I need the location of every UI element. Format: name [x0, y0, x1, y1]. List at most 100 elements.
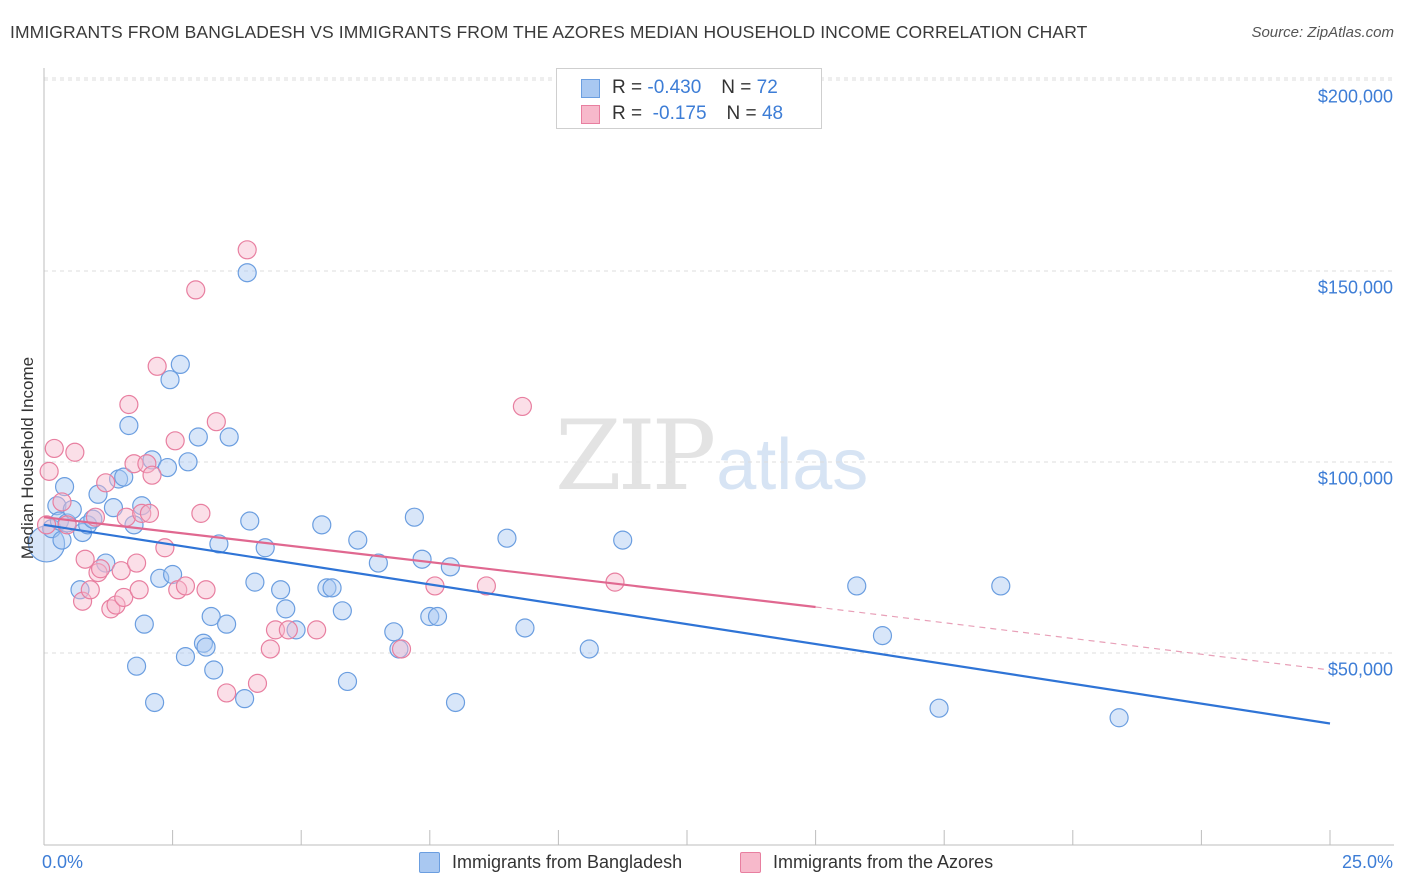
axes: [43, 68, 1394, 846]
point-0-19: [126, 656, 147, 676]
point-0-59: [427, 606, 448, 627]
legend-swatch-bangladesh: [581, 78, 600, 98]
point-1-3: [52, 492, 72, 512]
point-1-5: [65, 442, 85, 462]
point-0-30: [178, 452, 198, 472]
point-1-44: [476, 576, 496, 596]
point-1-18: [119, 394, 139, 415]
point-1-6: [72, 591, 93, 611]
point-0-57: [412, 549, 432, 569]
point-1-26: [147, 356, 167, 376]
point-1-36: [237, 240, 257, 260]
point-0-8: [70, 580, 90, 600]
point-0-53: [368, 553, 388, 573]
series-azores: [36, 240, 625, 703]
point-0-21: [134, 614, 154, 634]
x-tick-label-min: 0.0%: [42, 852, 84, 872]
point-1-38: [260, 639, 280, 659]
r-label: R =: [612, 77, 643, 98]
trend-lines: [43, 516, 1331, 725]
point-1-7: [75, 549, 95, 569]
legend-swatch-bangladesh: [419, 852, 440, 873]
point-1-25: [142, 465, 162, 485]
n-value: 72: [756, 77, 778, 98]
legend-label-azores: Immigrants from the Azores: [773, 852, 994, 872]
watermark-zip: ZIP: [555, 400, 716, 512]
n-label: N =: [726, 103, 757, 124]
point-1-30: [175, 576, 196, 596]
point-0-14: [103, 498, 124, 518]
point-1-23: [137, 454, 157, 474]
point-0-48: [317, 578, 337, 598]
point-0-12: [88, 484, 108, 504]
point-1-8: [80, 580, 100, 600]
point-0-17: [119, 415, 139, 436]
point-0-37: [217, 614, 237, 634]
point-0-68: [929, 698, 949, 718]
point-0-65: [613, 530, 633, 550]
n-value: 48: [761, 103, 784, 124]
point-0-2: [47, 496, 67, 516]
point-1-45: [512, 396, 532, 417]
point-0-47: [312, 515, 332, 535]
point-0-18: [124, 515, 144, 535]
point-0-66: [847, 576, 867, 596]
x-tick-label-max: 25.0%: [1341, 852, 1393, 872]
point-0-50: [332, 601, 352, 621]
point-1-13: [101, 599, 121, 619]
chart-source: Source: ZipAtlas.com: [1251, 24, 1394, 41]
point-1-33: [196, 580, 216, 600]
y-tick-label-1: $150,000: [1317, 277, 1393, 298]
trend-azores-solid: [43, 516, 816, 609]
point-0-40: [237, 263, 257, 283]
point-1-21: [129, 580, 149, 600]
n-label: N =: [721, 77, 752, 98]
point-0-62: [497, 528, 517, 548]
point-0-33: [196, 637, 216, 657]
point-0-54: [384, 622, 404, 642]
point-0-70: [1109, 708, 1129, 728]
watermark: ZIPatlas: [555, 400, 868, 512]
legend-item-azores[interactable]: Immigrants from the Azores: [740, 852, 993, 873]
watermark-atlas: atlas: [716, 425, 869, 505]
point-1-24: [139, 503, 160, 523]
point-0-60: [440, 557, 460, 577]
point-0-49: [322, 578, 342, 598]
point-0-61: [445, 692, 466, 713]
point-1-37: [247, 673, 268, 693]
point-0-23: [144, 692, 165, 713]
point-1-16: [114, 587, 134, 608]
point-1-11: [90, 559, 111, 579]
point-0-64: [579, 639, 599, 659]
gridlines: [44, 77, 1394, 654]
point-0-38: [219, 427, 239, 447]
point-0-5: [54, 477, 75, 497]
point-0-58: [420, 606, 440, 627]
point-0-34: [201, 606, 221, 627]
point-0-35: [204, 660, 224, 680]
point-0-24: [150, 568, 170, 588]
point-1-22: [132, 503, 152, 523]
stats-row-azores: R = -0.175 N = 48: [581, 103, 783, 125]
point-1-41: [307, 620, 327, 640]
point-0-26: [160, 370, 180, 390]
point-1-14: [106, 595, 126, 615]
legend-swatch-azores: [581, 104, 600, 124]
point-1-2: [44, 438, 64, 459]
point-0-52: [348, 530, 368, 550]
stats-legend: R = -0.430 N = 72 R = -0.175 N = 48: [556, 68, 822, 129]
point-0-20: [132, 496, 152, 516]
y-tick-label-3: $50,000: [1327, 659, 1393, 680]
point-1-28: [165, 431, 185, 451]
trend-bangladesh: [43, 523, 1331, 725]
legend-item-bangladesh[interactable]: Immigrants from Bangladesh: [419, 852, 682, 873]
point-0-4: [52, 530, 72, 550]
y-tick-label-0: $200,000: [1317, 86, 1393, 107]
point-0-63: [515, 618, 535, 638]
point-0-39: [235, 689, 255, 709]
point-0-44: [271, 580, 291, 600]
point-0-16: [114, 467, 134, 487]
point-1-1: [39, 461, 59, 481]
legend-label-bangladesh: Immigrants from Bangladesh: [452, 852, 683, 872]
